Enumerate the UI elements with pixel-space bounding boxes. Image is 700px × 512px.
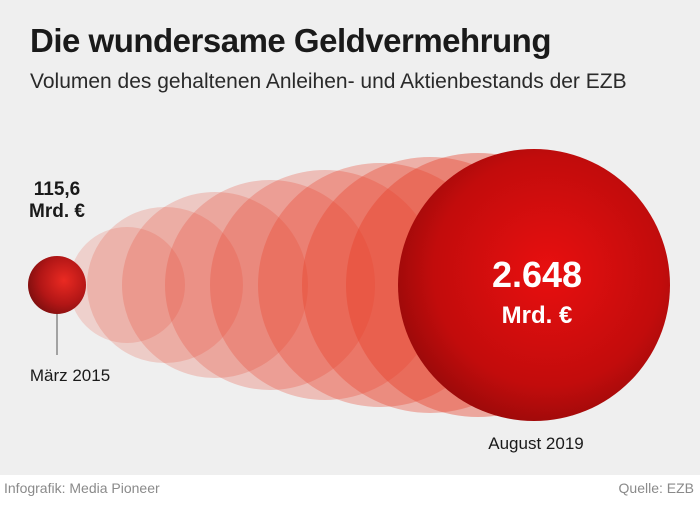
end-value-label: 2.648 [492, 254, 582, 295]
end-date-label: August 2019 [488, 434, 583, 453]
growth-bubble-4 [165, 180, 375, 390]
footer-credit: Infografik: Media Pioneer [4, 480, 160, 496]
footer-source: Quelle: EZB [618, 480, 694, 496]
start-unit-label: Mrd. € [29, 201, 85, 222]
start-date-label: März 2015 [30, 366, 110, 385]
start-value-label: 115,6 [34, 179, 81, 200]
growth-bubble-1 [69, 227, 185, 343]
start-bubble [28, 256, 86, 314]
chart-subtitle: Volumen des gehaltenen Anleihen- und Akt… [30, 70, 627, 93]
bubble-chart: 115,6 Mrd. € März 2015 2.648 Mrd. € Augu… [28, 149, 670, 453]
chart-title: Die wundersame Geldvermehrung [30, 22, 552, 59]
growth-bubble-2 [87, 207, 243, 363]
growth-bubble-3 [122, 192, 308, 378]
growth-bubble-5 [210, 170, 440, 400]
end-unit-label: Mrd. € [502, 302, 573, 329]
end-bubble [398, 149, 670, 421]
